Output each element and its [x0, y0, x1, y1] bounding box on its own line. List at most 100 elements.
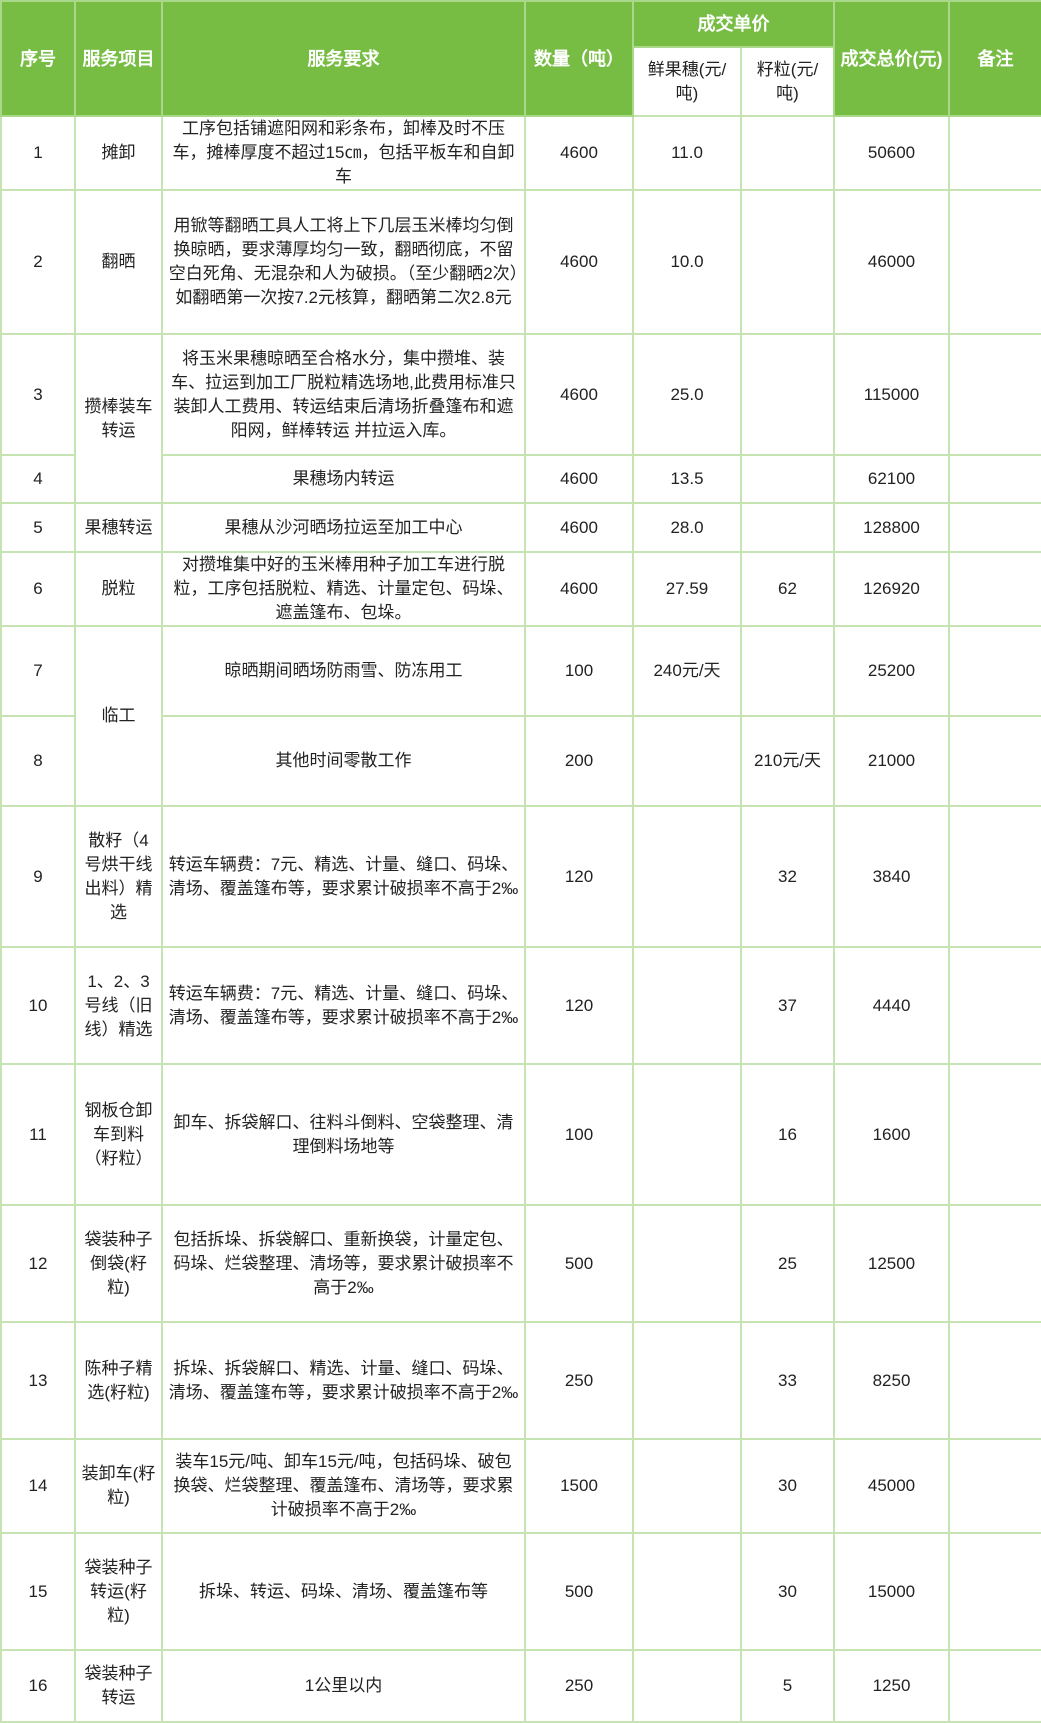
- quantity-cell: 4600: [524, 333, 634, 456]
- requirement-cell: 拆垛、转运、码垛、清场、覆盖篷布等: [161, 1532, 526, 1651]
- fresh-price-cell: [632, 1321, 742, 1440]
- item-cell: 1、2、3号线（旧线）精选: [74, 946, 163, 1065]
- header-remark: 备注: [948, 0, 1041, 117]
- item-cell: 摊卸: [74, 115, 163, 191]
- item-cell: 袋装种子转运(籽粒): [74, 1532, 163, 1651]
- remark-cell: [948, 502, 1041, 553]
- item-cell: 袋装种子转运: [74, 1649, 163, 1723]
- fresh-price-cell: 28.0: [632, 502, 742, 553]
- table-row: 3 攒棒装车转运 将玉米果穗晾晒至合格水分，集中攒堆、装车、拉运到加工厂脱粒精选场地…: [0, 333, 1041, 504]
- requirement-cell: 装车15元/吨、卸车15元/吨，包括码垛、破包换袋、烂袋整理、覆盖篷布、清场等，…: [161, 1438, 526, 1534]
- quantity-cell: 4600: [524, 454, 634, 504]
- seed-price-cell: 16: [740, 1063, 835, 1206]
- remark-cell: [948, 625, 1041, 717]
- requirement-cell: 包括拆垛、拆袋解口、重新换袋，计量定包、码垛、烂袋整理、清场等，要求累计破损率不…: [161, 1204, 526, 1323]
- header-total: 成交总价(元): [833, 0, 950, 117]
- total-cell: 21000: [833, 715, 950, 807]
- requirement-cell: 用锨等翻晒工具人工将上下几层玉米棒均匀倒换晾晒，要求薄厚均匀一致，翻晒彻底，不留…: [161, 189, 526, 335]
- requirement-cell: 其他时间零散工作: [161, 715, 526, 807]
- quantity-cell: 4600: [524, 551, 634, 627]
- item-cell: 装卸车(籽粒): [74, 1438, 163, 1534]
- seed-price-cell: [740, 333, 835, 456]
- seed-price-cell: 5: [740, 1649, 835, 1723]
- seq-cell: 8: [0, 715, 76, 807]
- remark-cell: [948, 805, 1041, 948]
- item-cell: 袋装种子倒袋(籽粒): [74, 1204, 163, 1323]
- table-row: 6 脱粒 对攒堆集中好的玉米棒用种子加工车进行脱粒，工序包括脱粒、精选、计量定包、码…: [0, 551, 1041, 627]
- seq-cell: 3: [0, 333, 76, 456]
- item-cell: 脱粒: [74, 551, 163, 627]
- item-cell: 攒棒装车转运: [74, 333, 163, 504]
- table-row: 11 钢板仓卸车到料（籽粒） 卸车、拆袋解口、往料斗倒料、空袋整理、清理倒料场地等 1…: [0, 1063, 1041, 1206]
- fresh-price-cell: [632, 946, 742, 1065]
- requirement-cell: 对攒堆集中好的玉米棒用种子加工车进行脱粒，工序包括脱粒、精选、计量定包、码垛、遮…: [161, 551, 526, 627]
- table-row: 12 袋装种子倒袋(籽粒) 包括拆垛、拆袋解口、重新换袋，计量定包、码垛、烂袋整理、…: [0, 1204, 1041, 1323]
- remark-cell: [948, 1532, 1041, 1651]
- total-cell: 126920: [833, 551, 950, 627]
- table-row: 8 其他时间零散工作 200 210元/天 21000: [0, 715, 1041, 807]
- total-cell: 1250: [833, 1649, 950, 1723]
- requirement-cell: 果穗场内转运: [161, 454, 526, 504]
- quantity-cell: 100: [524, 625, 634, 717]
- quantity-cell: 120: [524, 946, 634, 1065]
- remark-cell: [948, 946, 1041, 1065]
- fresh-price-cell: [632, 805, 742, 948]
- seed-price-cell: 33: [740, 1321, 835, 1440]
- fresh-price-cell: [632, 715, 742, 807]
- remark-cell: [948, 333, 1041, 456]
- requirement-cell: 转运车辆费：7元、精选、计量、缝口、码垛、清场、覆盖篷布等，要求累计破损率不高于…: [161, 946, 526, 1065]
- remark-cell: [948, 115, 1041, 191]
- table-row: 1 摊卸 工序包括铺遮阳网和彩条布，卸棒及时不压车，摊棒厚度不超过15㎝，包括平板车…: [0, 115, 1041, 191]
- seq-cell: 6: [0, 551, 76, 627]
- total-cell: 128800: [833, 502, 950, 553]
- table-row: 16 袋装种子转运 1公里以内 250 5 1250: [0, 1649, 1041, 1723]
- quantity-cell: 4600: [524, 189, 634, 335]
- seq-cell: 1: [0, 115, 76, 191]
- total-cell: 12500: [833, 1204, 950, 1323]
- quantity-cell: 1500: [524, 1438, 634, 1534]
- remark-cell: [948, 1063, 1041, 1206]
- remark-cell: [948, 1649, 1041, 1723]
- fresh-price-cell: 13.5: [632, 454, 742, 504]
- fresh-price-cell: [632, 1438, 742, 1534]
- total-cell: 25200: [833, 625, 950, 717]
- header-seed: 籽粒(元/吨): [740, 46, 835, 117]
- seq-cell: 14: [0, 1438, 76, 1534]
- seq-cell: 9: [0, 805, 76, 948]
- table-row: 10 1、2、3号线（旧线）精选 转运车辆费：7元、精选、计量、缝口、码垛、清场、覆…: [0, 946, 1041, 1065]
- quantity-cell: 4600: [524, 502, 634, 553]
- total-cell: 46000: [833, 189, 950, 335]
- fresh-price-cell: [632, 1204, 742, 1323]
- remark-cell: [948, 551, 1041, 627]
- requirement-cell: 工序包括铺遮阳网和彩条布，卸棒及时不压车，摊棒厚度不超过15㎝，包括平板车和自卸…: [161, 115, 526, 191]
- quantity-cell: 250: [524, 1321, 634, 1440]
- header-seq: 序号: [0, 0, 76, 117]
- total-cell: 1600: [833, 1063, 950, 1206]
- quantity-cell: 4600: [524, 115, 634, 191]
- fresh-price-cell: 10.0: [632, 189, 742, 335]
- seq-cell: 16: [0, 1649, 76, 1723]
- seq-cell: 2: [0, 189, 76, 335]
- seq-cell: 5: [0, 502, 76, 553]
- item-cell: 果穗转运: [74, 502, 163, 553]
- remark-cell: [948, 1321, 1041, 1440]
- requirement-cell: 卸车、拆袋解口、往料斗倒料、空袋整理、清理倒料场地等: [161, 1063, 526, 1206]
- total-cell: 15000: [833, 1532, 950, 1651]
- seq-cell: 13: [0, 1321, 76, 1440]
- item-cell: 陈种子精选(籽粒): [74, 1321, 163, 1440]
- table-row: 7 临工 晾晒期间晒场防雨雪、防冻用工 100 240元/天 25200: [0, 625, 1041, 807]
- header-item: 服务项目: [74, 0, 163, 117]
- seed-price-cell: 25: [740, 1204, 835, 1323]
- remark-cell: [948, 1204, 1041, 1323]
- fresh-price-cell: 11.0: [632, 115, 742, 191]
- seed-price-cell: 37: [740, 946, 835, 1065]
- header-requirement: 服务要求: [161, 0, 526, 117]
- item-cell: 翻晒: [74, 189, 163, 335]
- seq-cell: 15: [0, 1532, 76, 1651]
- seed-price-cell: 30: [740, 1532, 835, 1651]
- quantity-cell: 250: [524, 1649, 634, 1723]
- table-row: 2 翻晒 用锨等翻晒工具人工将上下几层玉米棒均匀倒换晾晒，要求薄厚均匀一致，翻晒彻底…: [0, 189, 1041, 335]
- requirement-cell: 1公里以内: [161, 1649, 526, 1723]
- item-cell: 散籽（4号烘干线出料）精选: [74, 805, 163, 948]
